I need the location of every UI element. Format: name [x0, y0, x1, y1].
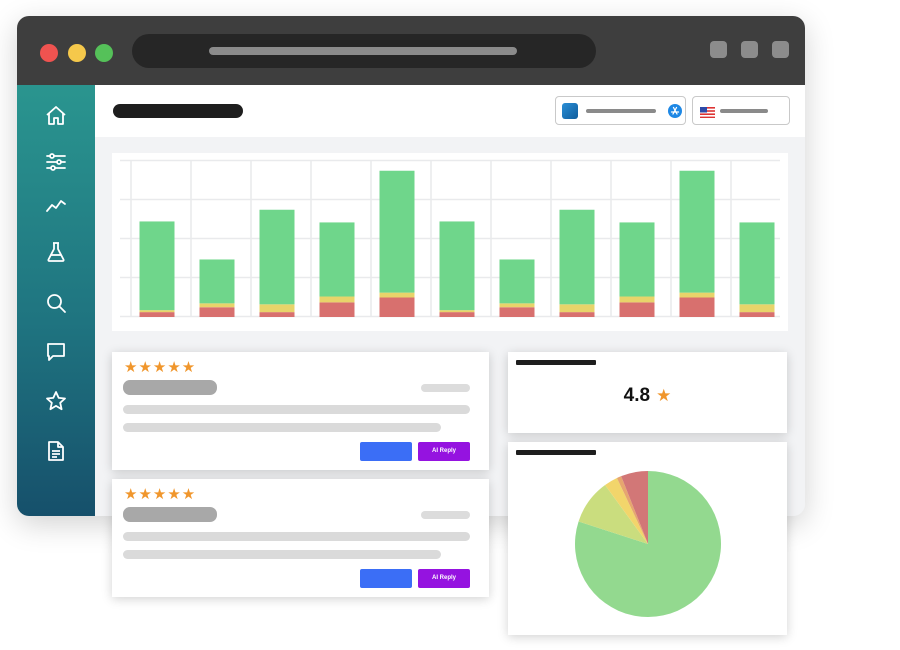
review-stars: ★★★★★	[124, 485, 197, 503]
bar-segment	[439, 312, 475, 317]
appstore-icon	[668, 104, 682, 118]
reply-button[interactable]	[360, 569, 412, 588]
country-name-placeholder	[720, 109, 768, 113]
review-text-line	[123, 405, 470, 414]
bar-segment	[499, 307, 535, 317]
bar-segment	[739, 312, 775, 317]
review-card: ★★★★★ AI Reply	[112, 479, 489, 597]
bar-segment	[139, 310, 175, 313]
bar-segment	[199, 259, 235, 304]
title-bar	[17, 16, 805, 85]
review-text-line	[123, 423, 441, 432]
star-icon[interactable]	[44, 389, 68, 413]
bar-chart-card	[112, 153, 788, 331]
bar-segment	[319, 222, 355, 297]
minimize-button[interactable]	[68, 44, 86, 62]
bar-segment	[619, 302, 655, 317]
toolbar-button-3[interactable]	[772, 41, 789, 58]
rating-value: 4.8	[623, 385, 651, 406]
review-date-placeholder	[421, 511, 470, 519]
chat-icon[interactable]	[44, 340, 68, 364]
bar-segment	[559, 304, 595, 313]
pie-slice	[621, 471, 648, 544]
bar-segment	[319, 302, 355, 317]
flask-icon[interactable]	[44, 240, 68, 264]
bar-segment	[199, 307, 235, 317]
pie-chart	[575, 471, 721, 617]
trend-icon[interactable]	[44, 194, 68, 218]
bar-segment	[379, 297, 415, 317]
review-text-line	[123, 550, 441, 559]
app-name-placeholder	[586, 109, 656, 113]
review-card: ★★★★★ AI Reply	[112, 352, 489, 470]
pie-slice	[578, 484, 648, 544]
document-icon[interactable]	[44, 439, 68, 463]
close-button[interactable]	[40, 44, 58, 62]
stacked-bar-chart	[120, 159, 780, 318]
review-stars: ★★★★★	[124, 358, 197, 376]
bar-segment	[139, 221, 175, 311]
reviewer-name-placeholder	[123, 507, 217, 522]
reviewer-name-placeholder	[123, 380, 217, 395]
pie-chart-card	[508, 442, 787, 635]
bar-segment	[379, 292, 415, 298]
home-icon[interactable]	[44, 104, 68, 128]
bar-segment	[199, 303, 235, 308]
pie-card-title	[516, 450, 596, 455]
ai-reply-button[interactable]: AI Reply	[418, 442, 470, 461]
bar-segment	[499, 259, 535, 304]
review-text-line	[123, 532, 470, 541]
bar-segment	[439, 221, 475, 311]
app-icon	[562, 103, 578, 119]
search-icon[interactable]	[44, 291, 68, 315]
rating-card: 4.8 ★	[508, 352, 787, 433]
sidebar	[17, 85, 95, 516]
bar-segment	[319, 296, 355, 303]
bar-segment	[139, 312, 175, 317]
reply-button[interactable]	[360, 442, 412, 461]
page-header	[95, 85, 805, 137]
bar-segment	[559, 209, 595, 305]
bar-segment	[739, 304, 775, 313]
rating-star-icon: ★	[656, 386, 672, 406]
bar-segment	[559, 312, 595, 317]
address-bar[interactable]	[132, 34, 596, 68]
bar-segment	[679, 297, 715, 317]
bar-segment	[739, 222, 775, 305]
review-date-placeholder	[421, 384, 470, 392]
ai-reply-button[interactable]: AI Reply	[418, 569, 470, 588]
average-rating: 4.8 ★	[508, 385, 787, 407]
us-flag-icon	[700, 105, 715, 118]
bar-segment	[259, 304, 295, 313]
bar-segment	[259, 209, 295, 305]
bar-segment	[499, 303, 535, 308]
rating-card-title	[516, 360, 596, 365]
sliders-icon[interactable]	[44, 150, 68, 174]
bar-segment	[439, 310, 475, 313]
toolbar-button-1[interactable]	[710, 41, 727, 58]
bar-segment	[619, 296, 655, 303]
country-selector[interactable]	[692, 96, 790, 125]
bar-segment	[619, 222, 655, 297]
bar-segment	[259, 312, 295, 317]
pie-slice	[616, 476, 648, 544]
pie-slice	[605, 477, 648, 544]
bar-segment	[379, 170, 415, 293]
page-title	[113, 104, 243, 118]
toolbar-button-2[interactable]	[741, 41, 758, 58]
app-selector[interactable]	[555, 96, 686, 125]
address-placeholder	[209, 47, 517, 55]
bar-segment	[679, 170, 715, 293]
bar-segment	[679, 292, 715, 298]
maximize-button[interactable]	[95, 44, 113, 62]
